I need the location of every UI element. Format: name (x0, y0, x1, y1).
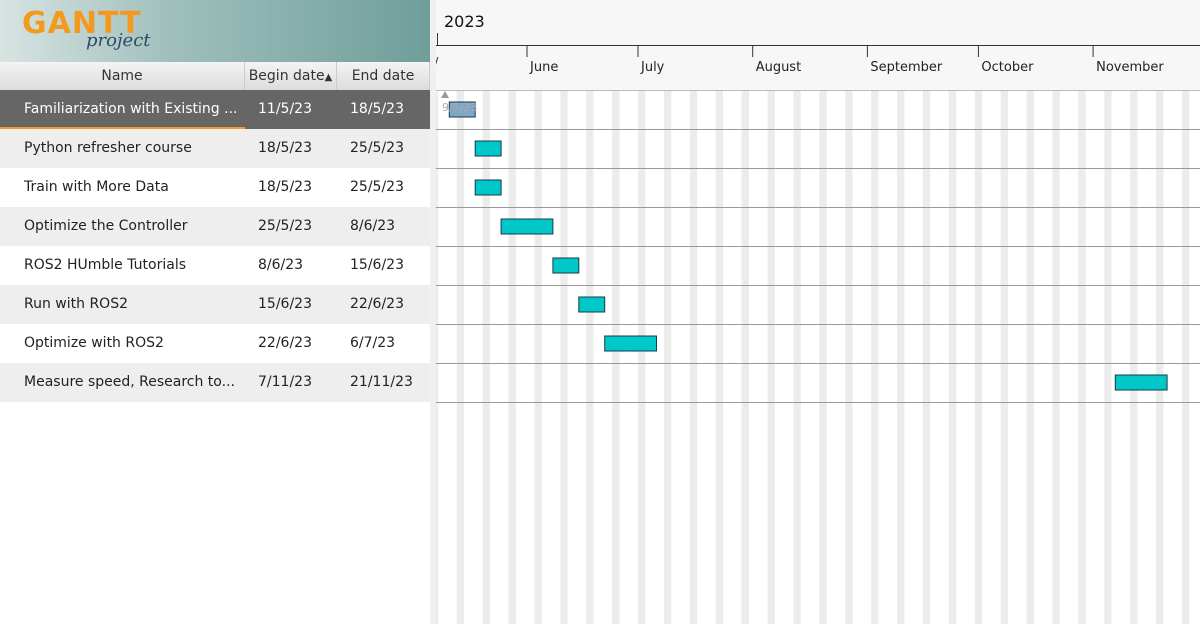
weekend-stripe (612, 91, 620, 624)
end-date: 21/11/23 (350, 374, 413, 390)
task-row[interactable]: Optimize the Controller 25/5/23 8/6/23 (0, 207, 430, 246)
gantt-chart: 2023 / June July August September October Nove… (436, 0, 1200, 624)
weekend-stripe (922, 91, 931, 624)
year-label: 2023 (444, 12, 485, 31)
task-bar (474, 179, 502, 196)
end-date: 6/7/23 (350, 335, 396, 351)
task-bar (552, 257, 580, 274)
weekend-stripe (1130, 91, 1138, 624)
task-name: ROS2 HUmble Tutorials (24, 257, 187, 273)
weekend-stripe (793, 91, 801, 624)
month-label: August (756, 60, 802, 75)
weekend-stripe (456, 91, 465, 624)
sort-indicator: ▲ (324, 72, 333, 83)
selection-underline (0, 127, 245, 129)
month-label: October (981, 60, 1034, 75)
task-bar (578, 296, 606, 313)
marker-label: 9/5/23 (442, 101, 477, 114)
logo: GANTT project (0, 0, 430, 62)
weekend-stripe (508, 91, 516, 624)
task-name: Optimize with ROS2 (24, 335, 164, 351)
weekend-stripe (482, 91, 490, 624)
task-table: GANTT project Name Begin date▲ End date … (0, 0, 430, 624)
task-bar (448, 101, 476, 118)
weekend-stripe (1156, 91, 1164, 624)
task-bar (1114, 374, 1168, 391)
task-name: Run with ROS2 (24, 296, 128, 312)
month-label: July (640, 60, 665, 75)
begin-date: 22/6/23 (258, 335, 312, 351)
weekend-stripe (586, 91, 594, 624)
begin-date: 8/6/23 (258, 257, 304, 273)
column-header[interactable]: End date (337, 62, 430, 90)
task-row[interactable]: Optimize with ROS2 22/6/23 6/7/23 (0, 324, 430, 363)
task-name: Train with More Data (24, 179, 169, 195)
column-header[interactable]: Begin date▲ (245, 62, 337, 90)
task-bar (604, 335, 657, 352)
begin-date: 25/5/23 (258, 218, 312, 234)
weekend-stripe (1078, 91, 1086, 624)
weekend-stripe (1181, 91, 1190, 624)
weekend-stripe (767, 91, 775, 624)
weekend-stripe (638, 91, 646, 624)
end-date: 22/6/23 (350, 296, 404, 312)
end-date: 8/6/23 (350, 218, 396, 234)
header-band (436, 0, 1200, 45)
weekend-stripe (560, 91, 568, 624)
task-bar (500, 218, 554, 235)
weekend-stripe (1000, 91, 1008, 624)
task-row[interactable]: Train with More Data 18/5/23 25/5/23 (0, 168, 430, 207)
task-name: Measure speed, Research to... (24, 374, 235, 390)
weekend-stripe (436, 91, 439, 624)
weekend-stripe (974, 91, 983, 624)
task-bar (474, 140, 502, 157)
weekend-stripe (534, 91, 542, 624)
task-row[interactable]: Familiarization with Existing ... 11/5/23… (0, 90, 430, 129)
task-name: Python refresher course (24, 140, 192, 156)
begin-date: 18/5/23 (258, 179, 312, 195)
header-text: Begin date (248, 68, 325, 84)
month-label: June (529, 60, 558, 75)
header-band (436, 45, 1200, 90)
end-date: 25/5/23 (350, 179, 404, 195)
weekend-stripe (819, 91, 827, 624)
month-label: / (436, 56, 439, 71)
weekend-stripe (845, 91, 853, 624)
begin-date: 18/5/23 (258, 140, 312, 156)
logo-subtitle: project (86, 30, 151, 51)
task-row[interactable]: Run with ROS2 15/6/23 22/6/23 (0, 285, 430, 324)
weekend-stripe (871, 91, 879, 624)
task-name: Familiarization with Existing ... (24, 101, 238, 117)
weekend-stripe (663, 91, 672, 624)
task-row[interactable]: Measure speed, Research to... 7/11/23 21/1… (0, 363, 430, 402)
logo-title: GANTT (22, 6, 142, 41)
weekend-stripe (1104, 91, 1112, 624)
weekend-stripe (897, 91, 905, 624)
task-name: Optimize the Controller (24, 218, 188, 234)
begin-date: 7/11/23 (258, 374, 312, 390)
column-header[interactable]: Name (0, 62, 245, 90)
end-date: 25/5/23 (350, 140, 404, 156)
weekend-stripe (741, 91, 749, 624)
begin-date: 11/5/23 (258, 101, 312, 117)
end-date: 15/6/23 (350, 257, 404, 273)
task-row[interactable]: Python refresher course 18/5/23 25/5/23 (0, 129, 430, 168)
begin-date: 15/6/23 (258, 296, 312, 312)
weekend-stripe (689, 91, 698, 624)
weekend-stripe (1052, 91, 1060, 624)
weekend-stripe (1026, 91, 1034, 624)
month-label: November (1096, 60, 1164, 75)
task-row[interactable]: ROS2 HUmble Tutorials 8/6/23 15/6/23 (0, 246, 430, 285)
weekend-stripe (948, 91, 957, 624)
month-label: September (870, 60, 943, 75)
weekend-stripe (715, 91, 724, 624)
marker (441, 91, 449, 98)
end-date: 18/5/23 (350, 101, 404, 117)
